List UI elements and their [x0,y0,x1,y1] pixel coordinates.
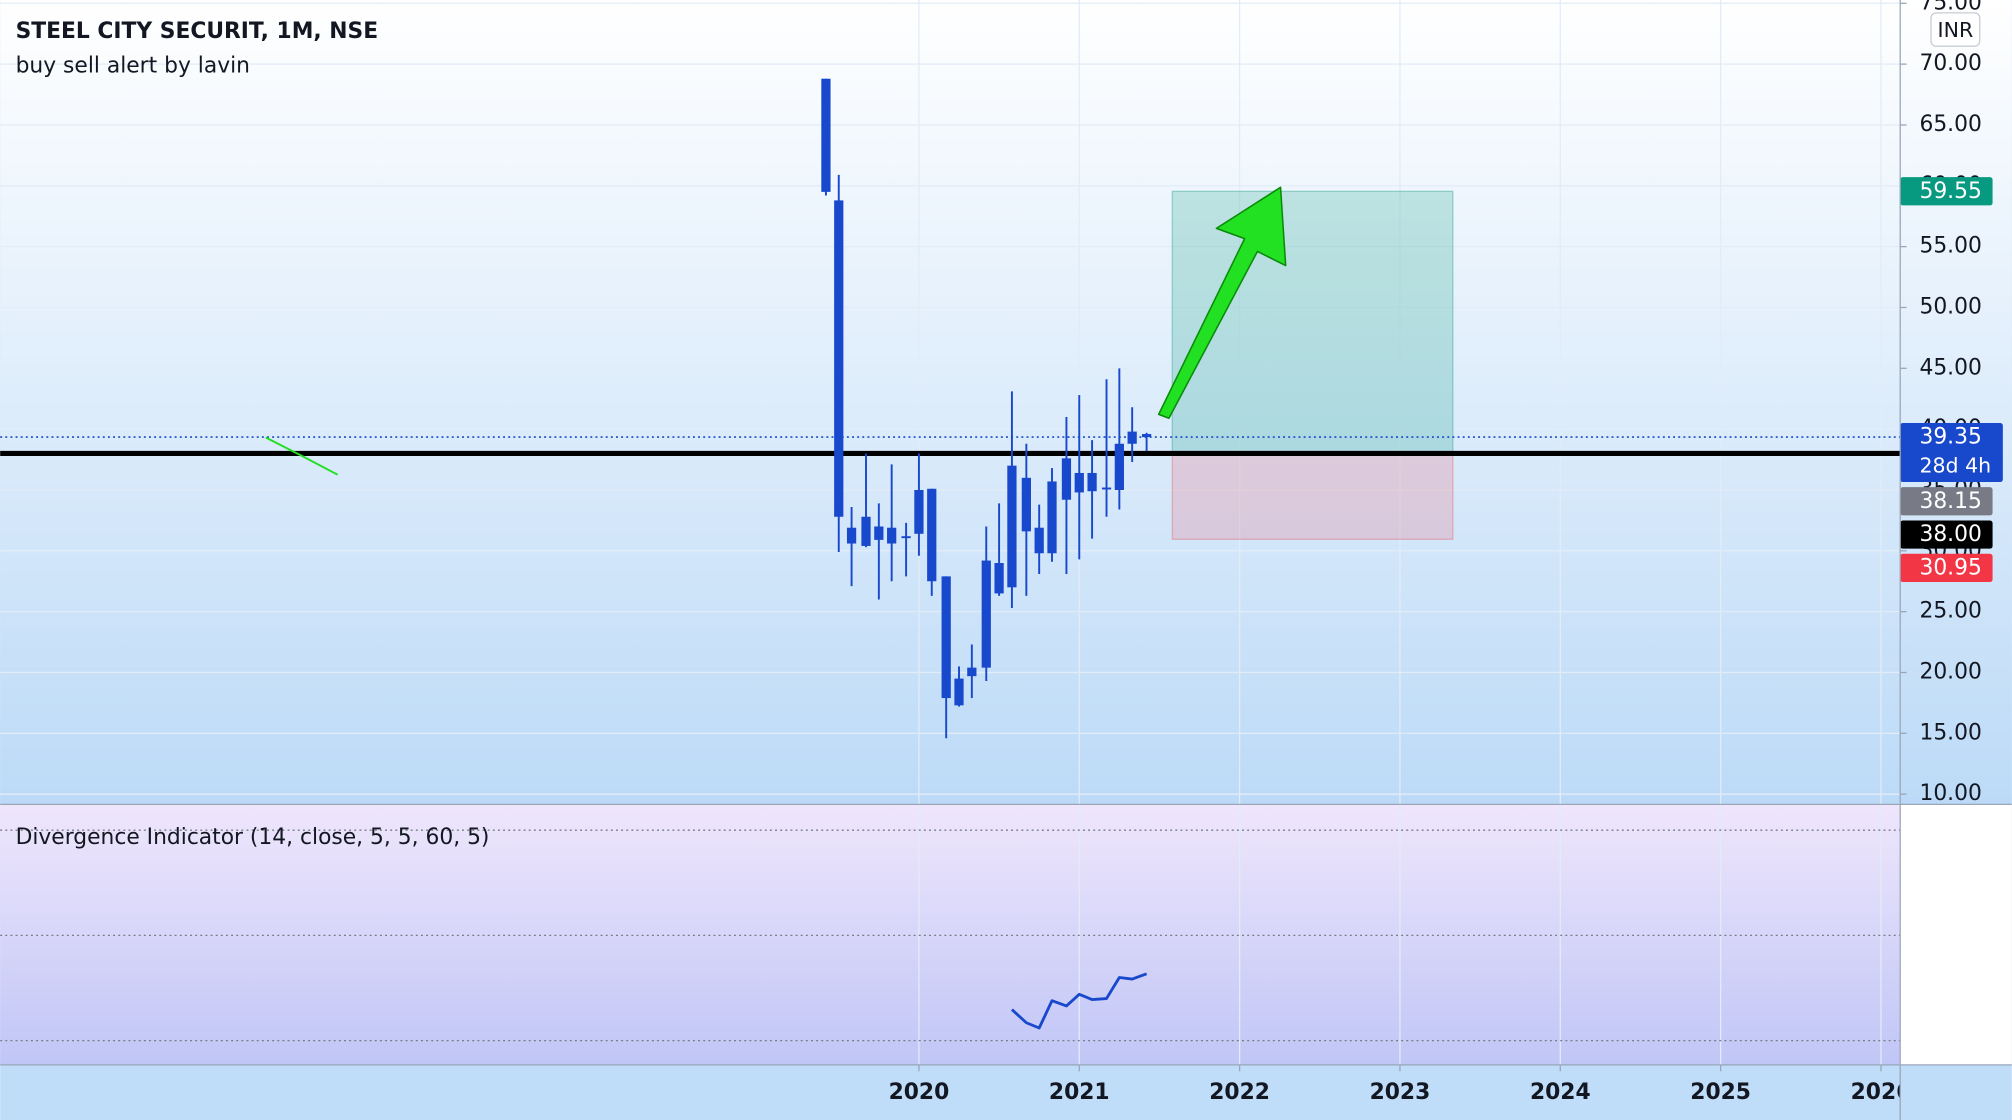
candle-body [954,678,964,706]
price-scale [1900,0,2012,805]
x-tick-label: 2026 [1851,1080,1912,1105]
price-label-box [1900,422,2003,482]
candle-body [821,78,831,192]
price-label: 39.35 [1919,425,1981,450]
indicator-title: Divergence Indicator (14, close, 5, 5, 6… [16,825,490,850]
arrow-shape [1157,186,1287,420]
price-label: 38.15 [1919,489,1981,514]
candle-body [1047,481,1057,554]
currency: INR [1938,18,1974,42]
y-tick-label: 65.00 [1919,112,1981,137]
x-tick-label: 2021 [1049,1080,1110,1105]
candle-body [1074,472,1084,493]
x-tick-label: 2023 [1370,1080,1431,1105]
candle-body [967,667,977,677]
price-label: 59.55 [1919,179,1981,204]
x-tick-label: 2024 [1530,1080,1591,1105]
loss-zone [1171,451,1454,540]
candle-body [887,527,897,544]
time-axis: 2020 2021 2022 2023 2024 2025 2026 [889,1064,1912,1105]
candle-body [874,526,884,540]
candle-body [901,536,911,539]
candle-body [1141,434,1152,438]
y-tick-label: 25.00 [1919,599,1981,624]
candle-body [941,576,951,699]
indicator-pane [0,804,1901,1065]
y-tick-label: 15.00 [1919,720,1981,745]
x-tick-label: 2022 [1209,1080,1270,1105]
candle-body [927,488,937,582]
candle-body [846,527,857,544]
y-tick-label: 20.00 [1919,660,1981,685]
y-tick-label: 10.00 [1919,781,1981,806]
arrow [1157,186,1287,420]
candle-body [1061,458,1072,500]
y-tick-label: 45.00 [1919,355,1981,380]
x-tick-label: 2025 [1690,1080,1751,1105]
price-label-countdown: 28d 4h [1919,454,1991,478]
candle-body [914,489,924,534]
drawing-line [265,436,339,476]
price-label: 38.00 [1919,522,1981,547]
chart-title: STEEL CITY SECURIT, 1M, NSE [16,19,379,44]
price-label-box [1900,553,1993,583]
candle-body [1087,472,1097,492]
price-label-box [1900,487,1993,516]
indicator-line [1010,972,1148,1030]
price-label-box [1900,177,1993,206]
price-label-box [1900,520,1993,549]
candle-body [1114,443,1124,490]
candle-body [1034,527,1044,554]
currency-box [1930,12,1981,47]
y-tick-label: 55.00 [1919,234,1981,259]
candle-body [981,560,991,668]
y-tick-label: 50.00 [1919,294,1981,319]
chart-subtitle: buy sell alert by lavin [16,54,250,79]
candle-body [834,200,844,517]
candle-body [994,562,1004,594]
x-tick-label: 2020 [889,1080,950,1105]
candle-body [1101,487,1112,490]
price-label: 30.95 [1919,556,1981,581]
candle-body [861,516,871,546]
candle-body [1127,431,1137,444]
candle-body [1007,465,1017,588]
candle-body [1021,477,1031,532]
indicator-scale [1900,804,2012,1065]
y-tick-label: 75.00 [1919,0,1981,15]
y-tick-label: 70.00 [1919,51,1981,76]
